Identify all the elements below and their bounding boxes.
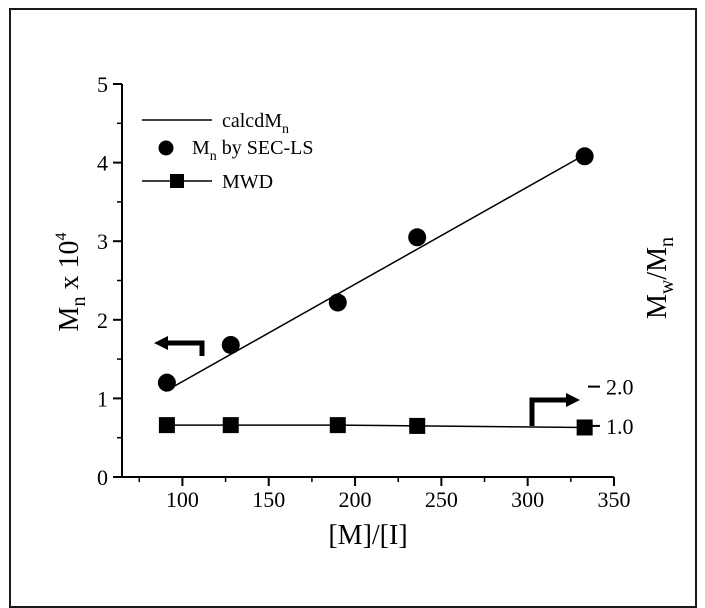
legend-calcd-sub: n [282,122,289,137]
legend: calcdMn Mn by SEC-LS MWD [142,110,313,193]
y-axis-title: Mn x 104 [53,233,90,332]
right-y-tick-label: 2.0 [606,375,634,400]
x-tick-label: 100 [166,487,199,512]
legend-calcd-sym: M [264,110,282,132]
legend-secls-sym: M [192,137,210,159]
legend-calcd-main: calcd [222,110,264,132]
right-y-tick-label: 1.0 [606,414,634,439]
y-tick-label: 5 [97,72,108,97]
sec-ls-point [575,147,594,166]
sec-ls-point [408,228,427,247]
legend-label-mwd: MWD [222,171,273,193]
mwd-point [576,419,593,436]
x-tick-label: 150 [252,487,285,512]
legend-label-secls: Mn by SEC-LS [192,137,313,164]
sec-ls-point [221,335,240,354]
y2-title-slash: /M [642,247,673,280]
y-title-rest: x 10 [54,241,85,297]
y-ticks: 0 1 2 3 4 5 [97,72,122,490]
x-tick-label: 350 [598,487,631,512]
legend-secls-sub: n [210,149,217,164]
y-tick-label: 3 [97,229,108,254]
right-y-ticks: 1.0 2.0 [588,375,634,439]
y-title-main: M [54,306,85,331]
y-tick-label: 4 [97,151,108,176]
y-tick-label: 2 [97,308,108,333]
mwd-point [158,417,175,434]
y2-title-sub2: n [656,237,678,247]
right-axis-title: Mw/Mn [642,237,678,319]
y2-title-sub1: w [656,279,678,294]
x-tick-label: 200 [339,487,372,512]
y-tick-label: 1 [97,386,108,411]
x-axis-title: [M]/[I] [328,520,407,551]
right-axis-arrow [529,393,580,426]
legend-square-swatch [170,174,184,188]
y2-title-main: M [642,294,673,319]
x-ticks: 100 150 200 250 300 350 [138,477,631,512]
series-layer [157,147,594,436]
axes: 100 150 200 250 300 350 0 1 2 3 4 5 1.0 2.0 [97,72,634,512]
sec-ls-point [157,373,176,392]
legend-label-calcd: calcdMn [222,110,289,137]
y-tick-label: 0 [97,465,108,490]
x-tick-label: 250 [425,487,458,512]
sec-ls-point [328,293,347,312]
legend-circle-swatch [158,140,174,156]
y-title-sub: n [68,297,90,307]
x-tick-label: 300 [511,487,544,512]
mwd-point [329,417,346,434]
mwd-point [222,417,239,434]
mwd-point [409,417,426,434]
legend-secls-rest: by SEC-LS [217,137,314,159]
left-axis-arrow [154,336,205,356]
y-title-sup: 4 [53,233,70,241]
